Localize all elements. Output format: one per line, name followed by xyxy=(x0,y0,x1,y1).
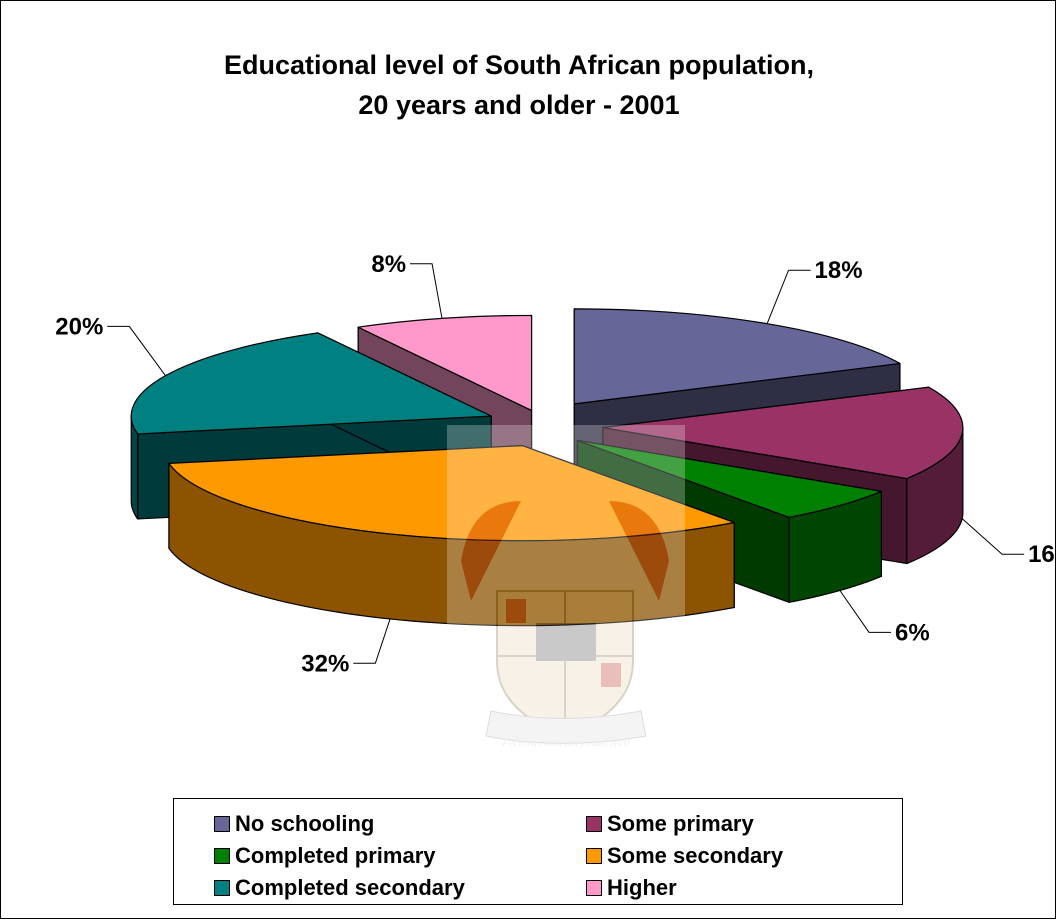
data-label-some-secondary: 32% xyxy=(301,650,349,677)
pie-slices xyxy=(130,308,964,627)
leader-line-some-primary xyxy=(961,518,1025,555)
data-label-higher: 8% xyxy=(371,251,406,278)
chart-title-line-2: 20 years and older - 2001 xyxy=(358,90,679,120)
pie-slice-some-secondary xyxy=(168,445,735,627)
legend-swatch xyxy=(214,880,230,896)
legend-label: No schooling xyxy=(235,811,375,836)
legend-swatch xyxy=(214,816,230,832)
chart-title-line-1: Educational level of South African popul… xyxy=(224,50,814,80)
data-label-some-primary: 16% xyxy=(1028,541,1056,568)
chart-legend: No schooling Some primary Completed primar… xyxy=(173,798,903,905)
pie-slice-completed-primary xyxy=(576,439,883,603)
legend-swatch xyxy=(586,880,602,896)
legend-label: Completed primary xyxy=(235,843,436,868)
leader-line-no-schooling xyxy=(766,269,811,324)
legend-label: Higher xyxy=(607,875,677,900)
legend-swatch xyxy=(586,848,602,864)
legend-swatch xyxy=(586,816,602,832)
data-label-completed-primary: 6% xyxy=(895,619,930,646)
watermark-motto: Pectora roborant cultus recti xyxy=(501,737,630,749)
leader-line-higher xyxy=(410,263,443,319)
legend-item-no-schooling: No schooling xyxy=(214,811,374,837)
leader-line-completed-secondary xyxy=(107,325,166,376)
legend-item-completed-primary: Completed primary xyxy=(214,843,436,869)
data-labels: 18% 16% 6% 32% 20% 8% xyxy=(55,251,1056,677)
legend-item-higher: Higher xyxy=(586,875,677,901)
data-label-completed-secondary: 20% xyxy=(55,313,103,340)
leader-line-some-secondary xyxy=(353,618,391,664)
legend-label: Some secondary xyxy=(607,843,784,868)
legend-label: Completed secondary xyxy=(235,875,465,900)
legend-item-some-primary: Some primary xyxy=(586,811,754,837)
university-crest-watermark: Pectora roborant cultus recti xyxy=(447,425,685,749)
legend-label: Some primary xyxy=(607,811,754,836)
data-label-no-schooling: 18% xyxy=(815,257,863,284)
legend-item-some-secondary: Some secondary xyxy=(586,843,783,869)
label-leaders xyxy=(107,263,1025,664)
leader-line-completed-primary xyxy=(839,590,892,633)
legend-item-completed-secondary: Completed secondary xyxy=(214,875,465,901)
legend-swatch xyxy=(214,848,230,864)
